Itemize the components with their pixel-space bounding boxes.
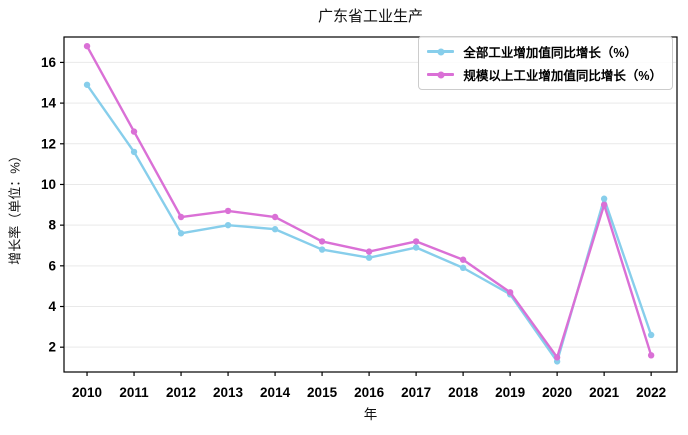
series-marker-0: [224, 221, 232, 229]
legend: 全部工业增加值同比增长（%） 规模以上工业增加值同比增长（%）: [418, 36, 673, 90]
series-marker-1: [459, 256, 467, 263]
series-marker-0: [130, 148, 138, 156]
series-marker-1: [412, 238, 420, 245]
legend-item-label: 全部工业增加值同比增长（%）: [463, 46, 637, 60]
series-marker-0: [365, 254, 373, 261]
gridlines: [65, 61, 676, 348]
legend-item-label: 规模以上工业增加值同比增长（%）: [463, 69, 662, 83]
series-marker-0: [177, 230, 185, 237]
series-marker-1: [177, 213, 185, 221]
legend-marker-line: [427, 48, 455, 55]
series-marker-1: [365, 248, 373, 255]
y-tick-label: 4: [48, 299, 56, 314]
x-tick-label: 2017: [401, 385, 431, 400]
chart-title: 广东省工业生产: [317, 8, 423, 25]
series-marker-1: [271, 213, 279, 221]
legend-marker-dot: [437, 48, 445, 55]
y-tick-label: 6: [48, 258, 56, 273]
series-marker-1: [647, 352, 655, 359]
axes: 2010 2011 2012 2013 2014 2015 2016 2017 2018 2019…: [41, 36, 678, 400]
series-marker-1: [553, 354, 561, 361]
series-marker-0: [318, 246, 326, 253]
legend-item: 全部工业增加值同比增长（%）: [427, 43, 662, 60]
series-marker-0: [271, 226, 279, 233]
series-marker-1: [600, 201, 608, 209]
x-axis-label: 年: [363, 407, 378, 422]
x-tick-label: 2012: [166, 385, 196, 400]
series-marker-0: [412, 244, 420, 251]
x-tick-label: 2014: [260, 385, 291, 400]
x-tick-label: 2021: [589, 385, 620, 400]
x-tick-label: 2011: [119, 385, 149, 400]
series-marker-0: [647, 331, 655, 339]
plot-frame: [63, 36, 678, 373]
series-line-0: [85, 83, 653, 363]
series-marker-1: [318, 238, 326, 245]
series-marker-0: [459, 264, 467, 272]
y-tick-label: 10: [41, 177, 56, 192]
y-tick-label: 12: [41, 136, 56, 151]
x-tick-label: 2016: [354, 385, 385, 400]
y-tick-label: 14: [41, 96, 57, 111]
x-tick-label: 2022: [636, 385, 666, 400]
x-tick-label: 2015: [307, 385, 338, 400]
data-series: [83, 42, 655, 365]
y-tick-label: 8: [48, 218, 56, 233]
series-marker-1: [506, 289, 514, 296]
y-axis-label: 增长率（单位：%）: [7, 149, 23, 265]
series-marker-1: [130, 128, 138, 135]
y-tick-label: 16: [41, 55, 57, 70]
series-line-1: [85, 44, 653, 359]
x-tick-label: 2010: [72, 385, 102, 400]
legend-item: 规模以上工业增加值同比增长（%）: [427, 66, 662, 83]
y-tick-label: 2: [48, 340, 56, 355]
x-tick-label: 2019: [495, 385, 525, 400]
series-marker-1: [224, 207, 232, 215]
series-marker-0: [83, 81, 91, 88]
legend-marker-line: [427, 71, 455, 78]
x-tick-label: 2018: [448, 385, 479, 400]
x-tick-label: 2020: [542, 385, 572, 400]
x-tick-label: 2013: [213, 385, 244, 400]
series-marker-1: [83, 42, 91, 50]
legend-marker-dot: [437, 71, 445, 78]
series-marker-0: [600, 195, 608, 202]
